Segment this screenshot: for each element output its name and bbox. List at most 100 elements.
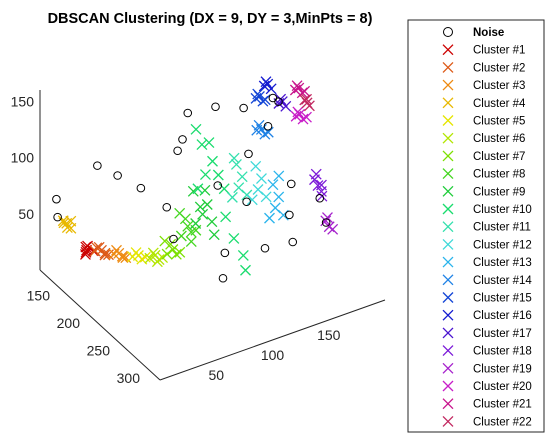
- x-tick-label: 50: [208, 367, 224, 383]
- cluster-16-point: [265, 83, 277, 95]
- legend-marker-x: [442, 327, 454, 339]
- cluster-18-point: [312, 180, 324, 192]
- noise-point: [315, 193, 325, 203]
- legend-marker-x: [442, 150, 454, 162]
- legend-marker-x: [442, 79, 454, 91]
- cluster-10-point: [190, 123, 202, 135]
- noise-point: [244, 149, 253, 159]
- series-cluster-11: [226, 152, 253, 203]
- cluster-7-point: [165, 238, 177, 250]
- cluster-6-point: [147, 247, 159, 259]
- cluster-16-point: [260, 76, 272, 88]
- data-points: [52, 76, 339, 283]
- legend-entry: Cluster #22: [442, 415, 532, 428]
- legend-label: Cluster #18: [473, 346, 532, 358]
- y-tick-label: 200: [57, 315, 81, 331]
- noise-point: [183, 108, 193, 118]
- cluster-7-point: [174, 246, 186, 258]
- cluster-4-point: [61, 222, 73, 234]
- legend-marker-x: [442, 415, 454, 427]
- noise-point: [218, 273, 228, 283]
- series-cluster-22: [299, 93, 315, 112]
- legend-entry: Noise: [443, 27, 504, 39]
- cluster-8-point: [185, 236, 197, 248]
- legend-marker-x: [442, 292, 454, 303]
- legend-label: Cluster #6: [473, 133, 525, 145]
- legend-entry: Cluster #10: [442, 203, 532, 216]
- noise-point: [263, 121, 273, 131]
- legend-entry: Cluster #20: [442, 380, 532, 393]
- legend-entry: Cluster #19: [442, 362, 532, 375]
- legend-marker-x: [442, 97, 454, 109]
- cluster-10-point: [218, 183, 230, 195]
- cluster-11-point: [236, 171, 248, 183]
- cluster-10-point: [240, 264, 251, 276]
- legend-entry: Cluster #13: [442, 256, 532, 269]
- series-cluster-12: [246, 160, 272, 206]
- legend-entry: Cluster #8: [442, 168, 525, 181]
- y-axis-line: [39, 269, 161, 381]
- cluster-21-point: [291, 80, 303, 92]
- cluster-13-point: [273, 191, 285, 203]
- legend-label: Cluster #7: [473, 151, 525, 163]
- legend-entry: Cluster #7: [442, 150, 525, 163]
- cluster-7-point: [170, 248, 182, 260]
- legend-entry: Cluster #14: [442, 274, 532, 287]
- cluster-20-point: [292, 106, 304, 118]
- cluster-10-point: [212, 169, 224, 181]
- noise-point: [242, 197, 251, 207]
- legend-box: [407, 19, 545, 433]
- legend-marker-x: [442, 61, 454, 73]
- noise-point: [213, 181, 223, 190]
- noise-point: [285, 210, 294, 220]
- cluster-9-point: [199, 184, 211, 196]
- legend-marker-x: [442, 398, 454, 410]
- noise-point: [211, 102, 220, 112]
- cluster-13-point: [273, 170, 285, 182]
- cluster-10-point: [207, 155, 218, 167]
- noise-point: [162, 202, 172, 212]
- series-cluster-8: [174, 207, 202, 248]
- cluster-10-point: [237, 250, 249, 261]
- legend-marker-x: [442, 44, 454, 56]
- legend-marker-x: [442, 256, 454, 268]
- noise-point: [113, 171, 122, 180]
- cluster-10-point: [203, 137, 215, 149]
- series-cluster-7: [159, 235, 186, 260]
- cluster-2-point: [91, 242, 103, 254]
- noise-point: [169, 234, 178, 244]
- cluster-22-point: [301, 93, 313, 105]
- noise-point: [268, 93, 278, 103]
- legend-label: Cluster #3: [473, 80, 525, 92]
- legend-entry: Cluster #6: [442, 132, 525, 145]
- legend-marker-x: [442, 168, 454, 180]
- cluster-9-point: [194, 201, 206, 213]
- cluster-14-point: [253, 119, 265, 131]
- legend-entry: Cluster #16: [442, 309, 532, 322]
- cluster-12-point: [250, 160, 262, 172]
- cluster-1-point: [80, 246, 92, 258]
- series-cluster-9: [187, 184, 220, 241]
- series-cluster-19: [320, 212, 339, 235]
- legend-marker-x: [442, 203, 454, 215]
- legend-label: Noise: [473, 27, 504, 39]
- cluster-10-point: [228, 232, 240, 244]
- cluster-19-point: [327, 223, 339, 235]
- legend-label: Cluster #10: [473, 204, 532, 216]
- cluster-5-point: [139, 251, 151, 263]
- cluster-11-point: [230, 159, 242, 170]
- legend-entry: Cluster #11: [442, 221, 531, 234]
- series-cluster-3: [108, 244, 132, 264]
- legend-marker-x: [442, 380, 454, 392]
- legend-label: Cluster #4: [473, 98, 526, 110]
- cluster-15-point: [252, 88, 264, 100]
- cluster-10-point: [220, 211, 232, 223]
- cluster-6-point: [151, 256, 163, 268]
- legend-marker-x: [442, 115, 454, 126]
- cluster-20-point: [297, 113, 309, 125]
- noise-point: [53, 212, 62, 222]
- cluster-22-point: [303, 100, 315, 112]
- legend-entry: Cluster #2: [442, 61, 525, 74]
- cluster-9-point: [206, 216, 218, 228]
